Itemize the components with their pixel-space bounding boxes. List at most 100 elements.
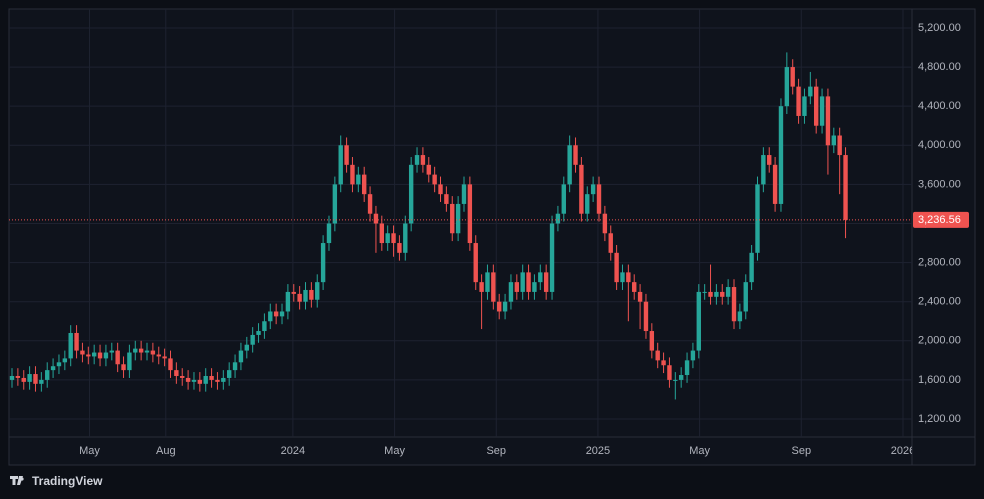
y-tick-label: 2,400.00 xyxy=(918,296,961,308)
candle-body xyxy=(56,362,62,367)
candle-body xyxy=(796,86,801,116)
x-tick-label: Sep xyxy=(486,445,506,457)
candle-body xyxy=(97,352,103,359)
candle-body xyxy=(837,135,842,156)
candle-body xyxy=(373,213,379,224)
candle-body xyxy=(27,374,32,382)
candle-body xyxy=(244,344,249,351)
candle-body xyxy=(661,360,666,366)
candle-body xyxy=(232,362,238,371)
panel xyxy=(8,8,976,466)
candle-body xyxy=(802,96,807,116)
candle-body xyxy=(561,184,566,214)
candle-body xyxy=(602,213,608,234)
candle-body xyxy=(174,370,179,376)
candle-body xyxy=(825,96,831,146)
candle-body xyxy=(649,331,655,351)
candle-body xyxy=(21,377,26,382)
candle-body xyxy=(262,321,267,332)
candle-body xyxy=(315,282,320,300)
candle-body xyxy=(555,213,561,224)
candle-body xyxy=(831,135,836,146)
candle-body xyxy=(790,67,795,87)
candle-body xyxy=(526,272,531,292)
candle-body xyxy=(461,184,467,204)
candle-body xyxy=(438,184,443,195)
candle-body xyxy=(144,350,150,353)
candle-body xyxy=(673,379,678,381)
candle-body xyxy=(127,352,132,371)
candle-body xyxy=(291,291,296,294)
candle-body xyxy=(467,184,473,244)
candle-body xyxy=(549,223,555,292)
candle-body xyxy=(608,233,613,253)
candle-body xyxy=(250,334,255,345)
candle-body xyxy=(514,282,520,292)
candle-body xyxy=(256,331,261,335)
x-tick-label: Sep xyxy=(792,445,812,457)
candle-body xyxy=(332,184,338,224)
candle-body xyxy=(784,67,790,107)
candle-body xyxy=(432,174,437,185)
candle-body xyxy=(215,379,220,382)
candle-body xyxy=(767,155,772,165)
candle-body xyxy=(590,184,596,195)
candle-body xyxy=(138,348,144,353)
candle-body xyxy=(579,164,584,214)
candle-body xyxy=(279,311,285,317)
y-tick-label: 1,600.00 xyxy=(918,374,961,386)
x-tick-label: May xyxy=(689,445,710,457)
x-tick-label: 2024 xyxy=(281,445,305,457)
candle-body xyxy=(168,358,173,371)
candle-body xyxy=(843,155,848,220)
y-tick-label: 4,800.00 xyxy=(918,61,961,73)
candle-body xyxy=(273,311,279,317)
candle-body xyxy=(731,287,737,322)
candle-body xyxy=(620,272,625,283)
candle-body xyxy=(367,194,373,214)
candle-body xyxy=(737,311,743,322)
x-tick-label: 2025 xyxy=(586,445,610,457)
candle-body xyxy=(684,360,690,376)
candle-body xyxy=(403,223,408,253)
candle-body xyxy=(45,370,50,380)
candle-body xyxy=(538,272,543,283)
candle-body xyxy=(614,252,619,283)
x-tick-label: Aug xyxy=(156,445,176,457)
candle-body xyxy=(532,282,537,292)
candle-body xyxy=(543,272,549,292)
candle-body xyxy=(720,291,725,297)
candle-body xyxy=(479,282,484,292)
candle-body xyxy=(391,233,396,244)
y-tick-label: 5,200.00 xyxy=(918,22,961,34)
y-tick-label: 2,000.00 xyxy=(918,335,961,347)
candle-body xyxy=(320,243,326,283)
candle-body xyxy=(191,379,197,382)
brand: TradingView xyxy=(32,474,103,488)
brand-logo xyxy=(10,476,24,485)
candle-body xyxy=(209,375,214,380)
candle-body xyxy=(109,350,114,353)
candle-body xyxy=(285,291,291,312)
candle-body xyxy=(502,301,508,312)
candle-body xyxy=(33,374,38,384)
candle-body xyxy=(497,301,502,312)
candle-body xyxy=(133,348,138,353)
candle-body xyxy=(444,194,449,204)
candle-body xyxy=(68,332,73,359)
candle-body xyxy=(667,365,672,380)
candle-body xyxy=(819,96,825,126)
candle-body xyxy=(226,370,232,378)
candle-body xyxy=(813,86,819,126)
candle-body xyxy=(180,375,185,378)
x-tick-label: May xyxy=(384,445,405,457)
candle-body xyxy=(749,252,754,283)
candle-body xyxy=(356,174,361,185)
candle-body xyxy=(455,203,461,234)
candle-body xyxy=(743,282,748,312)
candle-body xyxy=(626,272,631,283)
y-tick-label: 3,600.00 xyxy=(918,178,961,190)
candle-body xyxy=(573,145,578,165)
candle-body xyxy=(338,145,343,185)
candle-body xyxy=(690,350,696,361)
